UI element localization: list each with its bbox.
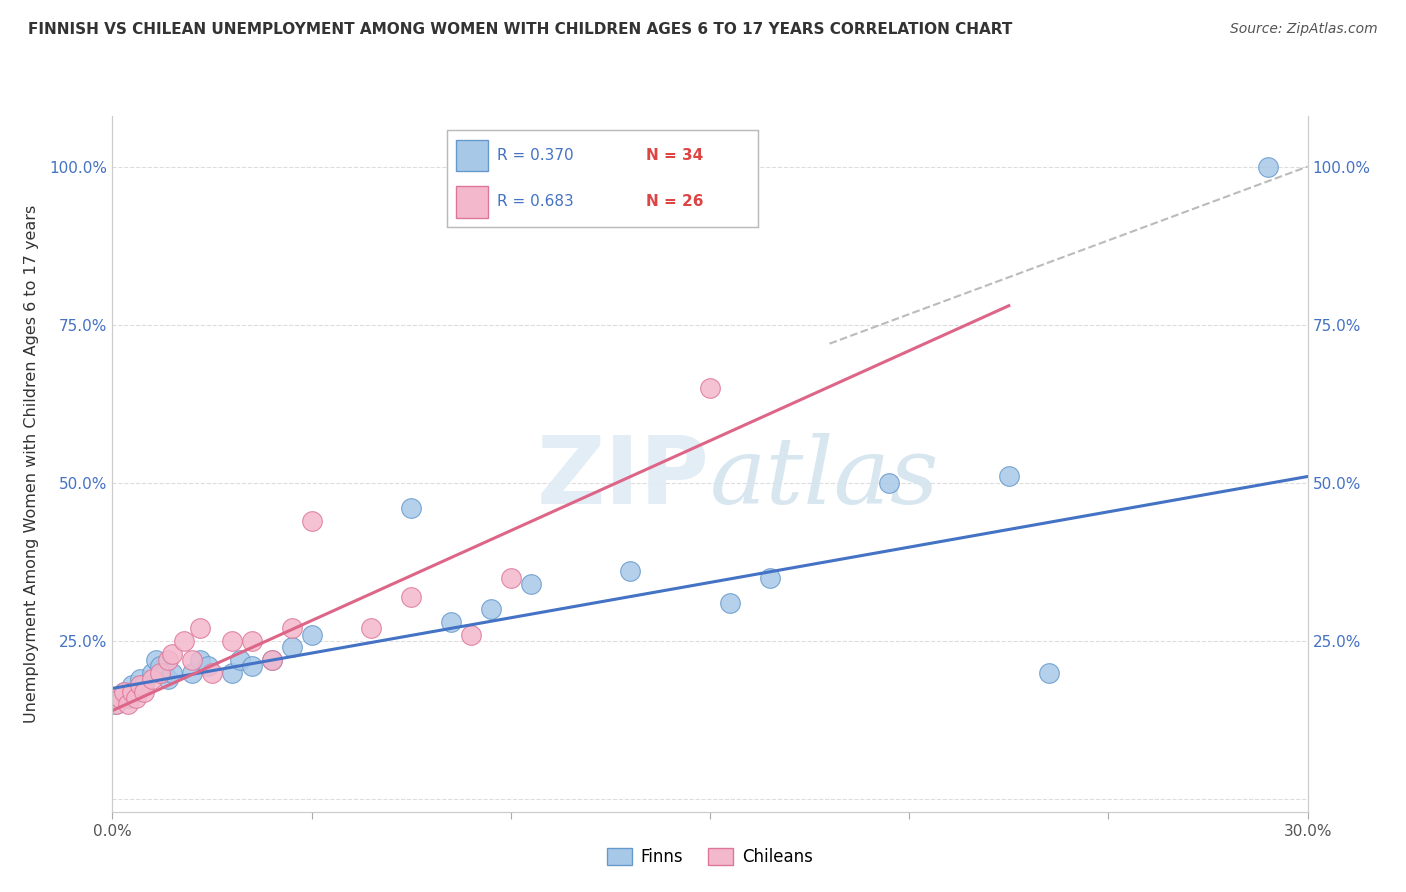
Point bbox=[157, 653, 180, 667]
Point bbox=[129, 678, 152, 692]
Point bbox=[117, 690, 139, 705]
Point bbox=[141, 672, 163, 686]
Y-axis label: Unemployment Among Women with Children Ages 6 to 17 years: Unemployment Among Women with Children A… bbox=[24, 205, 38, 723]
Point bbox=[401, 501, 423, 516]
Point bbox=[153, 665, 176, 680]
Point bbox=[1038, 665, 1060, 680]
Point bbox=[181, 653, 204, 667]
Legend: Finns, Chileans: Finns, Chileans bbox=[600, 841, 820, 873]
Point bbox=[157, 672, 180, 686]
Point bbox=[134, 684, 156, 698]
Text: Source: ZipAtlas.com: Source: ZipAtlas.com bbox=[1230, 22, 1378, 37]
Point bbox=[197, 659, 219, 673]
Point bbox=[114, 684, 135, 698]
Point bbox=[360, 621, 382, 635]
Point bbox=[221, 634, 243, 648]
Point bbox=[240, 634, 263, 648]
Point bbox=[759, 571, 782, 585]
Point bbox=[260, 653, 283, 667]
Point bbox=[125, 690, 148, 705]
Point bbox=[110, 690, 132, 705]
Text: atlas: atlas bbox=[710, 433, 939, 523]
Text: ZIP: ZIP bbox=[537, 432, 710, 524]
Point bbox=[201, 665, 224, 680]
Point bbox=[149, 659, 172, 673]
Point bbox=[121, 684, 143, 698]
Point bbox=[260, 653, 283, 667]
Point bbox=[460, 627, 482, 641]
Point bbox=[105, 697, 128, 711]
Point bbox=[301, 627, 323, 641]
Point bbox=[181, 665, 204, 680]
Point bbox=[281, 621, 304, 635]
Point bbox=[877, 475, 900, 490]
Point bbox=[125, 684, 148, 698]
Point bbox=[619, 565, 641, 579]
Point bbox=[440, 615, 463, 629]
Point bbox=[699, 381, 721, 395]
Point bbox=[301, 514, 323, 528]
Point bbox=[110, 690, 132, 705]
Point bbox=[499, 571, 522, 585]
Point bbox=[281, 640, 304, 655]
Point bbox=[401, 590, 423, 604]
Point bbox=[173, 634, 195, 648]
Point bbox=[105, 697, 128, 711]
Point bbox=[117, 697, 139, 711]
Point bbox=[114, 684, 135, 698]
Point bbox=[145, 653, 167, 667]
Point bbox=[162, 665, 183, 680]
Point bbox=[188, 653, 211, 667]
Point bbox=[479, 602, 502, 616]
Point bbox=[149, 665, 172, 680]
Text: FINNISH VS CHILEAN UNEMPLOYMENT AMONG WOMEN WITH CHILDREN AGES 6 TO 17 YEARS COR: FINNISH VS CHILEAN UNEMPLOYMENT AMONG WO… bbox=[28, 22, 1012, 37]
Point bbox=[998, 469, 1021, 483]
Point bbox=[240, 659, 263, 673]
Point bbox=[134, 678, 156, 692]
Point bbox=[121, 678, 143, 692]
Point bbox=[520, 577, 543, 591]
Point bbox=[229, 653, 252, 667]
Point bbox=[188, 621, 211, 635]
Point bbox=[1257, 160, 1279, 174]
Point bbox=[141, 665, 163, 680]
Point bbox=[221, 665, 243, 680]
Point bbox=[129, 672, 152, 686]
Point bbox=[718, 596, 741, 610]
Point bbox=[162, 647, 183, 661]
